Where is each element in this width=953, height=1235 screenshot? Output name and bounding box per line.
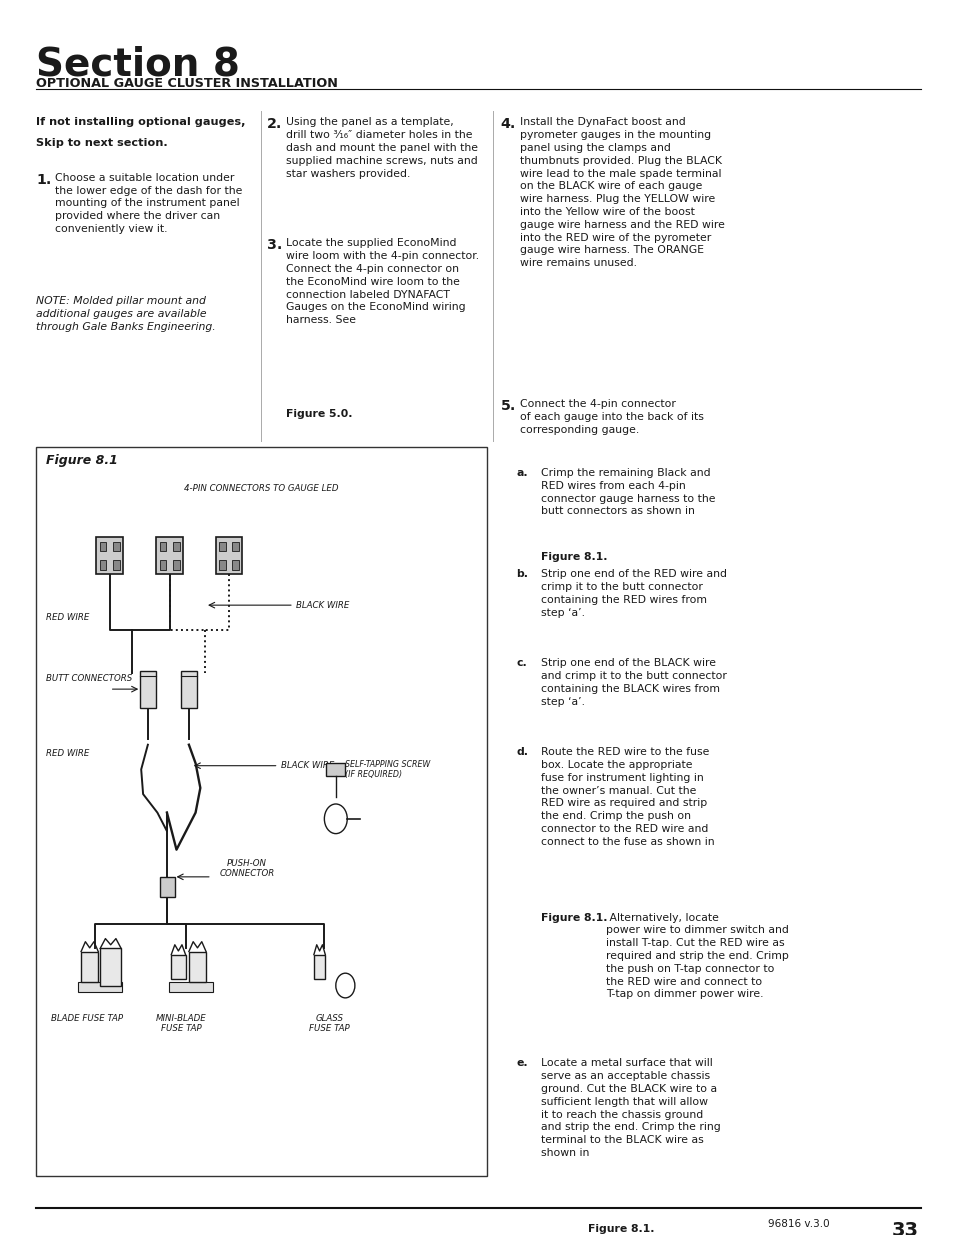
Bar bbox=[112, 542, 120, 551]
Text: Skip to next section.: Skip to next section. bbox=[36, 138, 168, 148]
Bar bbox=[173, 542, 179, 551]
Text: PUSH-ON
CONNECTOR: PUSH-ON CONNECTOR bbox=[219, 858, 274, 878]
Bar bbox=[314, 955, 325, 979]
Text: b.: b. bbox=[516, 569, 528, 579]
Bar bbox=[100, 948, 121, 986]
Text: Crimp the remaining Black and
RED wires from each 4-pin
connector gauge harness : Crimp the remaining Black and RED wires … bbox=[540, 468, 715, 516]
Text: 3.: 3. bbox=[267, 238, 282, 252]
Text: Locate the supplied EconoMind
wire loom with the 4-pin connector.
Connect the 4-: Locate the supplied EconoMind wire loom … bbox=[286, 238, 478, 325]
Bar bbox=[326, 763, 345, 776]
Bar bbox=[181, 671, 196, 708]
Text: 5.: 5. bbox=[500, 399, 516, 412]
Bar bbox=[36, 447, 486, 1176]
Bar bbox=[159, 561, 166, 569]
Bar bbox=[233, 542, 238, 551]
Text: SELF-TAPPING SCREW
(IF REQUIRED): SELF-TAPPING SCREW (IF REQUIRED) bbox=[345, 760, 430, 779]
Text: BLACK WIRE: BLACK WIRE bbox=[281, 761, 335, 771]
Text: Alternatively, locate
power wire to dimmer switch and
install T-tap. Cut the RED: Alternatively, locate power wire to dimm… bbox=[605, 913, 788, 999]
Text: NOTE: Molded pillar mount and
additional gauges are available
through Gale Banks: NOTE: Molded pillar mount and additional… bbox=[36, 296, 215, 332]
Bar bbox=[156, 537, 183, 574]
Text: 2.: 2. bbox=[267, 117, 282, 131]
Text: Figure 5.0.: Figure 5.0. bbox=[286, 409, 353, 419]
Text: 1.: 1. bbox=[36, 173, 51, 186]
Text: Locate a metal surface that will
serve as an acceptable chassis
ground. Cut the : Locate a metal surface that will serve a… bbox=[540, 1058, 720, 1158]
Text: OPTIONAL GAUGE CLUSTER INSTALLATION: OPTIONAL GAUGE CLUSTER INSTALLATION bbox=[36, 77, 337, 90]
Text: Choose a suitable location under
the lower edge of the dash for the
mounting of : Choose a suitable location under the low… bbox=[55, 173, 242, 235]
Text: 96816 v.3.0: 96816 v.3.0 bbox=[767, 1219, 829, 1229]
Bar bbox=[96, 537, 123, 574]
Bar bbox=[218, 561, 225, 569]
Text: Section 8: Section 8 bbox=[36, 46, 240, 84]
Text: Using the panel as a template,
drill two ³⁄₁₆″ diameter holes in the
dash and mo: Using the panel as a template, drill two… bbox=[286, 117, 477, 179]
Text: Strip one end of the RED wire and
crimp it to the butt connector
containing the : Strip one end of the RED wire and crimp … bbox=[540, 569, 726, 618]
Bar bbox=[189, 951, 206, 982]
Bar bbox=[215, 537, 242, 574]
Text: 4-PIN CONNECTORS TO GAUGE LED: 4-PIN CONNECTORS TO GAUGE LED bbox=[184, 484, 338, 493]
Bar bbox=[171, 955, 185, 979]
Text: Connect the 4-pin connector
of each gauge into the back of its
corresponding gau: Connect the 4-pin connector of each gaug… bbox=[519, 399, 703, 435]
Text: If not installing optional gauges,: If not installing optional gauges, bbox=[36, 117, 246, 127]
Text: RED WIRE: RED WIRE bbox=[46, 613, 89, 622]
Bar bbox=[160, 877, 174, 897]
Bar bbox=[218, 542, 225, 551]
Text: Figure 8.1.: Figure 8.1. bbox=[540, 913, 607, 923]
Text: Figure 8.1.: Figure 8.1. bbox=[587, 1224, 654, 1234]
Text: Strip one end of the BLACK wire
and crimp it to the butt connector
containing th: Strip one end of the BLACK wire and crim… bbox=[540, 658, 726, 706]
Text: 4.: 4. bbox=[500, 117, 516, 131]
Text: BUTT CONNECTORS: BUTT CONNECTORS bbox=[46, 674, 132, 683]
Text: a.: a. bbox=[516, 468, 527, 478]
Text: 33: 33 bbox=[891, 1221, 918, 1235]
Text: Route the RED wire to the fuse
box. Locate the appropriate
fuse for instrument l: Route the RED wire to the fuse box. Loca… bbox=[540, 747, 714, 847]
Text: Install the DynaFact boost and
pyrometer gauges in the mounting
panel using the : Install the DynaFact boost and pyrometer… bbox=[519, 117, 724, 268]
Bar bbox=[233, 561, 238, 569]
Bar bbox=[81, 951, 98, 982]
Bar bbox=[140, 671, 155, 708]
Bar bbox=[99, 542, 107, 551]
Text: e.: e. bbox=[516, 1058, 527, 1068]
Text: Figure 8.1.: Figure 8.1. bbox=[540, 552, 607, 562]
Text: GLASS
FUSE TAP: GLASS FUSE TAP bbox=[309, 1014, 349, 1034]
Bar bbox=[78, 982, 122, 992]
Bar bbox=[99, 561, 107, 569]
Bar bbox=[112, 561, 120, 569]
Text: BLACK WIRE: BLACK WIRE bbox=[295, 600, 349, 610]
Bar bbox=[169, 982, 213, 992]
Text: BLADE FUSE TAP: BLADE FUSE TAP bbox=[51, 1014, 123, 1023]
Text: Figure 8.1: Figure 8.1 bbox=[46, 454, 117, 468]
Bar bbox=[173, 561, 179, 569]
Text: MINI-BLADE
FUSE TAP: MINI-BLADE FUSE TAP bbox=[155, 1014, 207, 1034]
Bar bbox=[159, 542, 166, 551]
Text: d.: d. bbox=[516, 747, 528, 757]
Text: RED WIRE: RED WIRE bbox=[46, 748, 89, 758]
Text: c.: c. bbox=[516, 658, 526, 668]
